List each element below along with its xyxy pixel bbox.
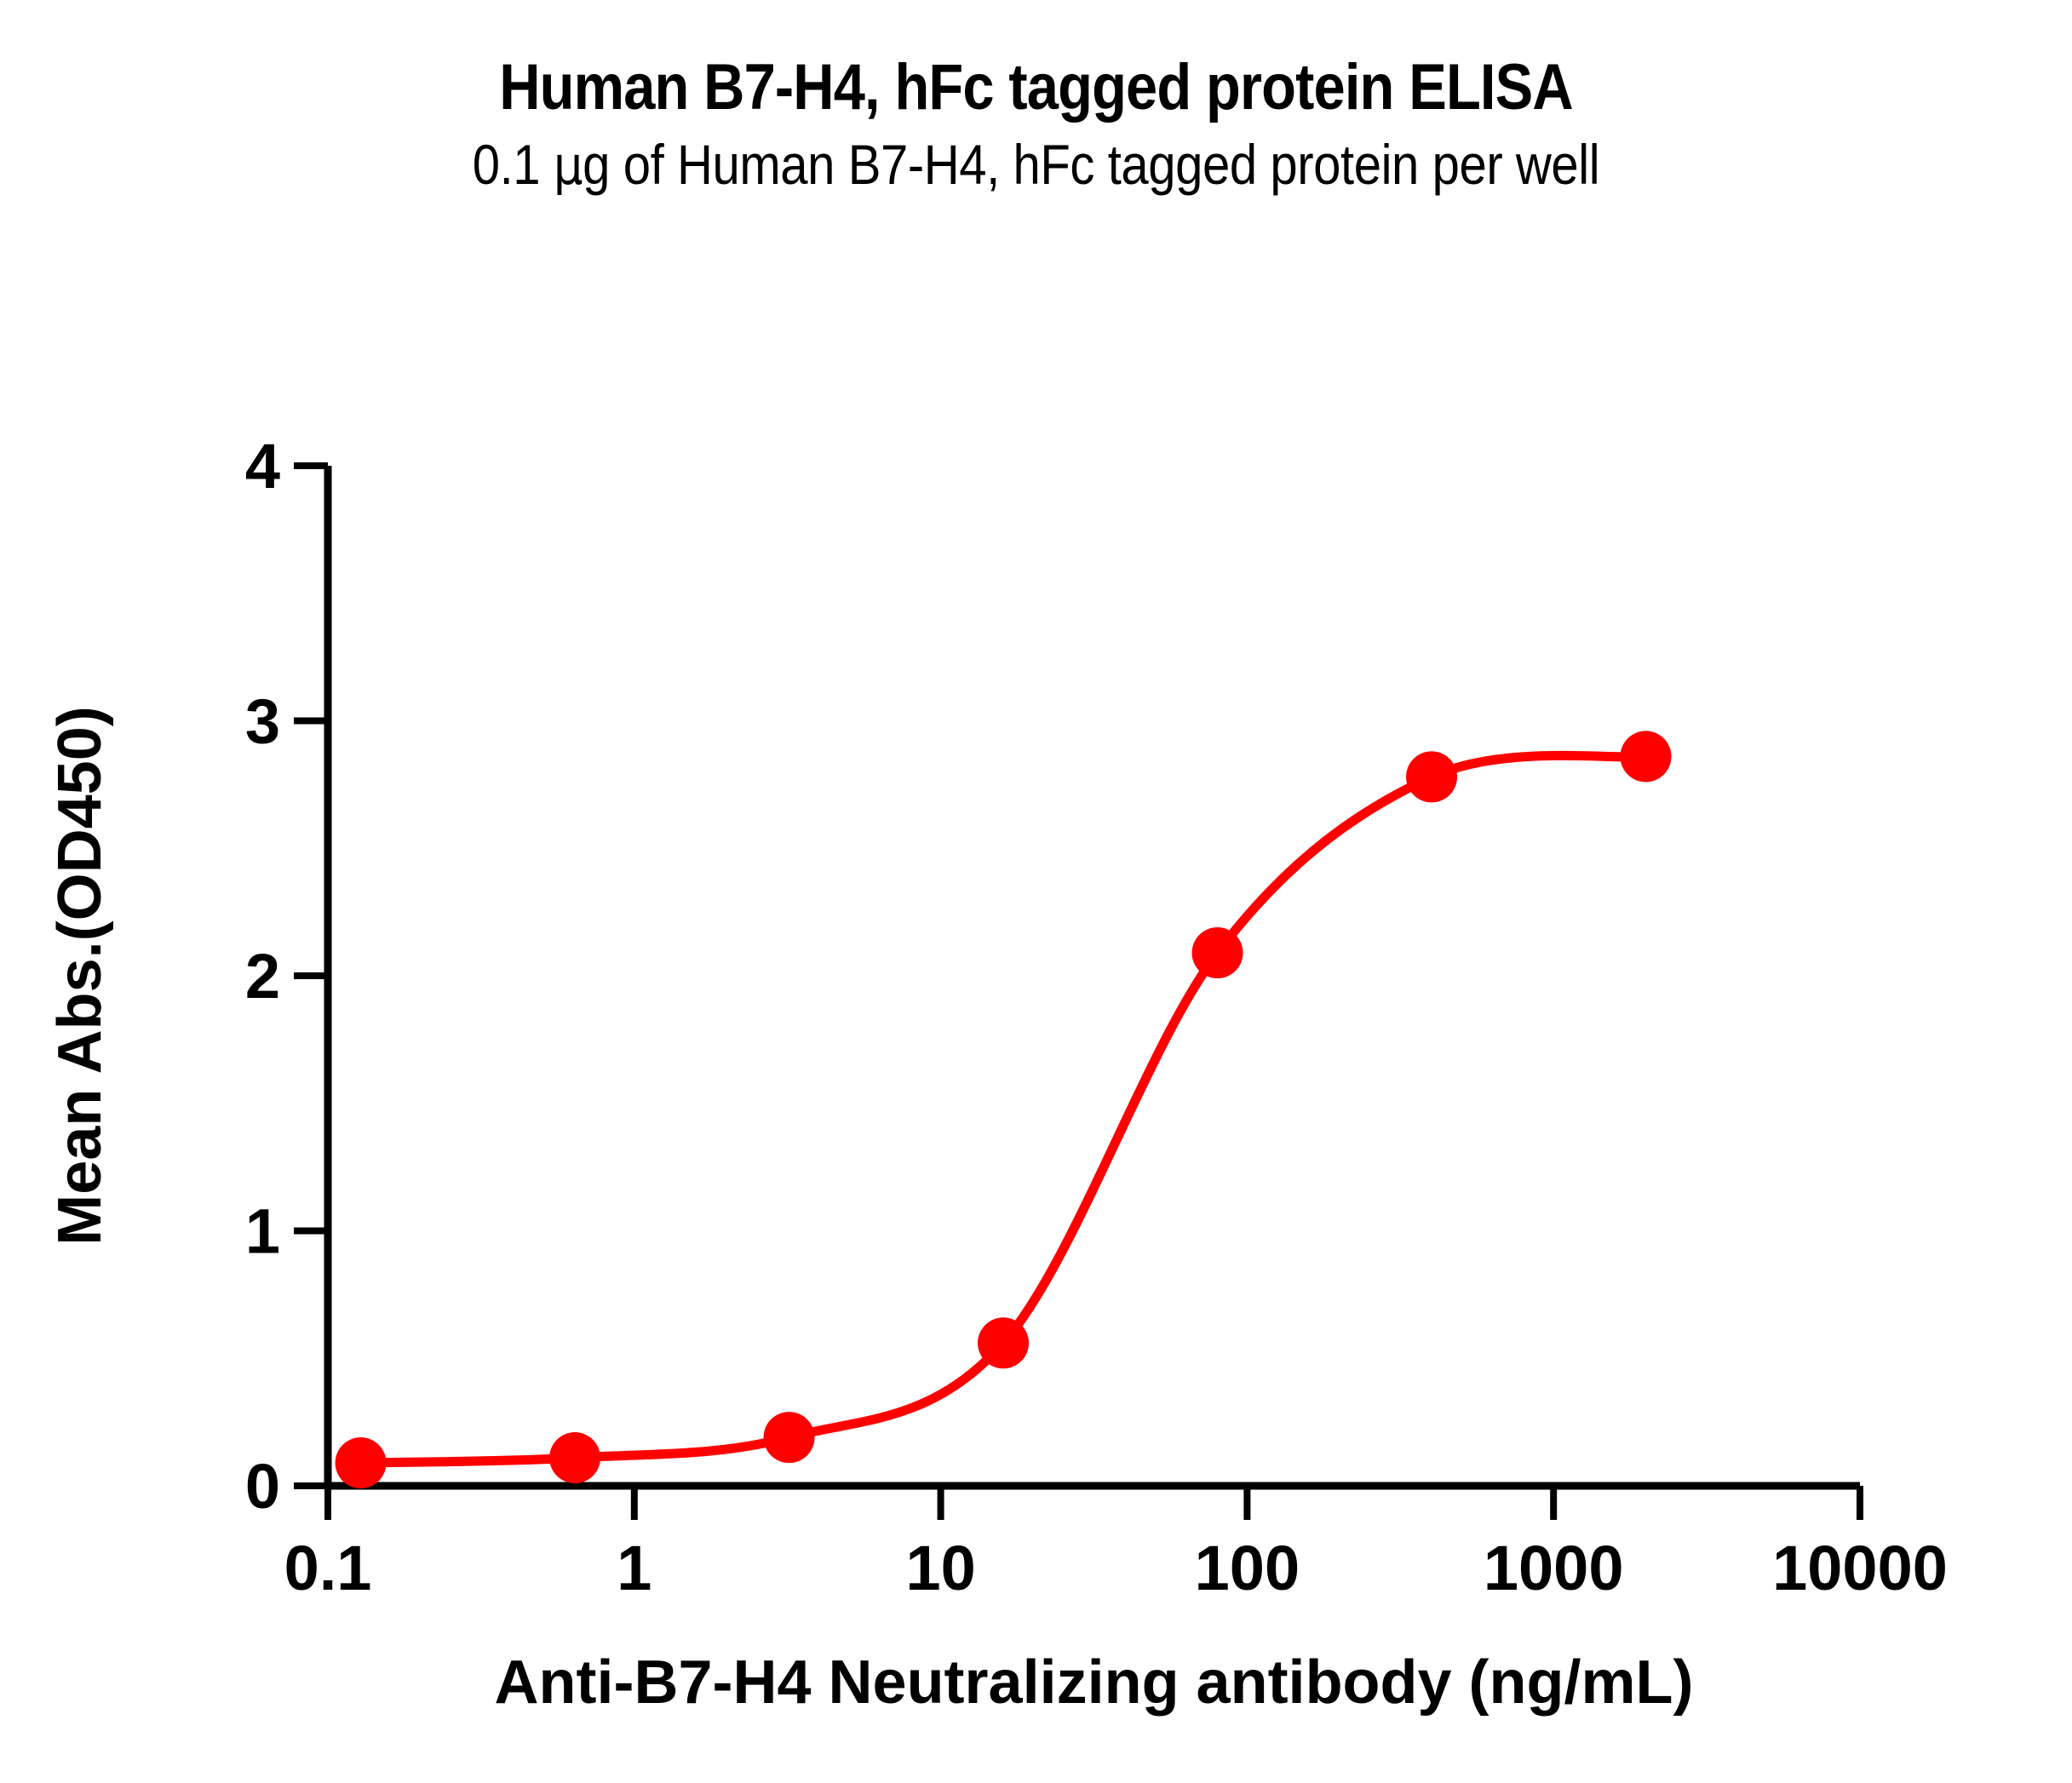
x-tick-label: 0.1 — [284, 1533, 372, 1603]
y-tick-label: 4 — [245, 431, 280, 502]
subtitle-post: g of Human B7-H4, hFc tagged protein per… — [583, 133, 1600, 196]
y-tick-label: 2 — [245, 941, 280, 1012]
data-point — [763, 1412, 815, 1464]
x-axis: 0.1 1 10 100 1000 10000 — [284, 1482, 1948, 1603]
y-axis: 0 1 2 3 4 — [245, 431, 332, 1522]
subtitle-pre: 0.1 — [472, 133, 554, 196]
chart-subtitle: 0.1 μg of Human B7-H4, hFc tagged protei… — [124, 131, 1948, 199]
y-tick-label: 1 — [245, 1196, 280, 1267]
page-title: Human B7-H4, hFc tagged protein ELISA — [499, 51, 1573, 123]
x-tick-label: 100 — [1195, 1533, 1300, 1603]
data-point — [1406, 751, 1458, 803]
micro-symbol: μ — [553, 135, 583, 197]
data-point — [978, 1317, 1030, 1369]
data-point — [1620, 731, 1672, 783]
x-tick-label: 10000 — [1772, 1533, 1948, 1603]
y-tick-label: 0 — [245, 1451, 280, 1522]
data-point — [1191, 927, 1243, 979]
data-point — [549, 1432, 601, 1484]
x-tick-label: 1 — [617, 1533, 651, 1603]
data-series — [335, 731, 1672, 1489]
data-point — [335, 1437, 387, 1489]
x-tick-label: 10 — [905, 1533, 975, 1603]
title-block: Human B7-H4, hFc tagged protein ELISA 0.… — [0, 51, 2072, 199]
x-axis-title: Anti-B7-H4 Neutralizing antibody (ng/mL) — [495, 1648, 1694, 1717]
y-tick-label: 3 — [245, 686, 280, 757]
y-axis-title: Mean Abs.(OD450) — [46, 706, 114, 1245]
x-tick-label: 1000 — [1484, 1533, 1624, 1603]
